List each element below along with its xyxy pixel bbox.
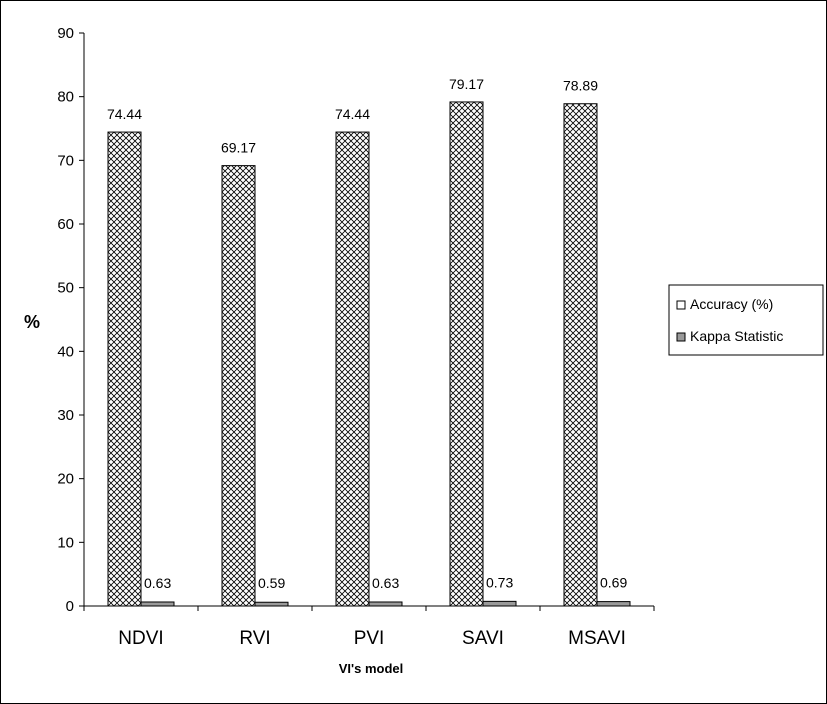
legend-swatch-accuracy [676,300,686,310]
legend-label-kappa: Kappa Statistic [690,328,783,344]
legend-label-accuracy: Accuracy (%) [690,296,773,312]
y-tick-label: 20 [57,471,74,488]
y-tick-label: 0 [66,598,74,615]
x-tick-label: SAVI [462,628,504,649]
bar-kappa [368,601,403,607]
y-tick-label: 90 [57,25,74,42]
bar-accuracy [335,131,370,607]
data-label-accuracy: 74.44 [335,106,370,122]
legend: Accuracy (%) Kappa Statistic [668,284,824,356]
y-tick-label: 80 [57,89,74,106]
data-label-kappa: 0.73 [486,574,513,590]
x-tick-label: PVI [354,628,385,649]
data-label-kappa: 0.63 [144,575,171,591]
y-axis-title: % [24,312,40,332]
data-label-accuracy: 78.89 [563,78,598,94]
data-label-accuracy: 69.17 [221,140,256,156]
bar-kappa [140,601,175,607]
y-tick-label: 40 [57,343,74,360]
y-tick-label: 10 [57,534,74,551]
x-axis-title: VI's model [339,661,404,676]
y-tick-label: 70 [57,152,74,169]
bar-accuracy [107,131,142,607]
y-tick-label: 30 [57,407,74,424]
y-tick-label: 60 [57,216,74,233]
bar-accuracy [563,103,598,607]
data-label-accuracy: 74.44 [107,106,142,122]
data-label-accuracy: 79.17 [449,76,484,92]
bar-kappa [254,601,289,607]
y-tick-label: 50 [57,280,74,297]
bar-kappa [596,601,631,607]
bar-accuracy [221,165,256,607]
data-label-kappa: 0.69 [600,575,627,591]
legend-swatch-kappa [676,332,686,342]
x-tick-label: MSAVI [568,628,626,649]
bar-accuracy [449,101,484,607]
data-label-kappa: 0.59 [258,575,285,591]
bar-kappa [482,600,517,607]
x-tick-label: RVI [239,628,270,649]
x-tick-label: NDVI [118,628,163,649]
data-label-kappa: 0.63 [372,575,399,591]
